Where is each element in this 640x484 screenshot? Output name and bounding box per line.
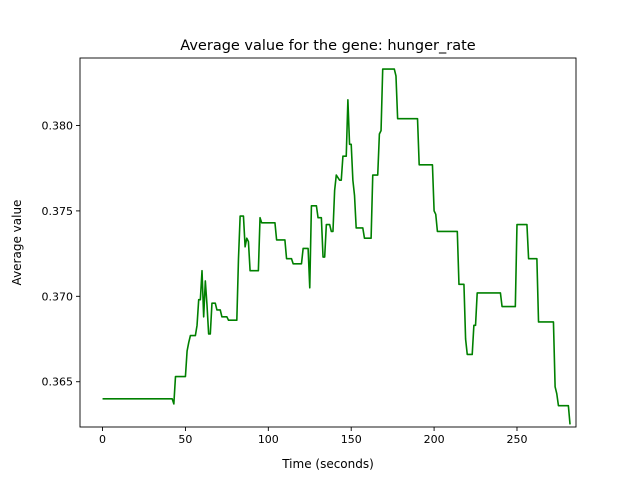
x-tick-label: 50 — [178, 433, 192, 446]
y-tick-label: 0.375 — [42, 205, 74, 218]
x-tick-label: 250 — [506, 433, 527, 446]
series-line-hunger-rate — [102, 68, 571, 425]
x-tick-label: 200 — [424, 433, 445, 446]
y-tick-label: 0.380 — [42, 119, 74, 132]
x-tick-label: 0 — [99, 433, 106, 446]
y-axis-ticks: 0.365 0.370 0.375 0.380 — [42, 119, 80, 389]
y-tick-label: 0.365 — [42, 376, 74, 389]
chart-title: Average value for the gene: hunger_rate — [180, 38, 475, 54]
plot-area-frame — [79, 57, 577, 428]
y-axis-label: Average value — [10, 200, 24, 286]
x-tick-label: 150 — [341, 433, 362, 446]
x-axis-ticks: 0 50 100 150 200 250 — [99, 427, 527, 446]
y-tick-label: 0.370 — [42, 290, 74, 303]
x-tick-label: 100 — [258, 433, 279, 446]
x-axis-label: Time (seconds) — [281, 457, 374, 471]
